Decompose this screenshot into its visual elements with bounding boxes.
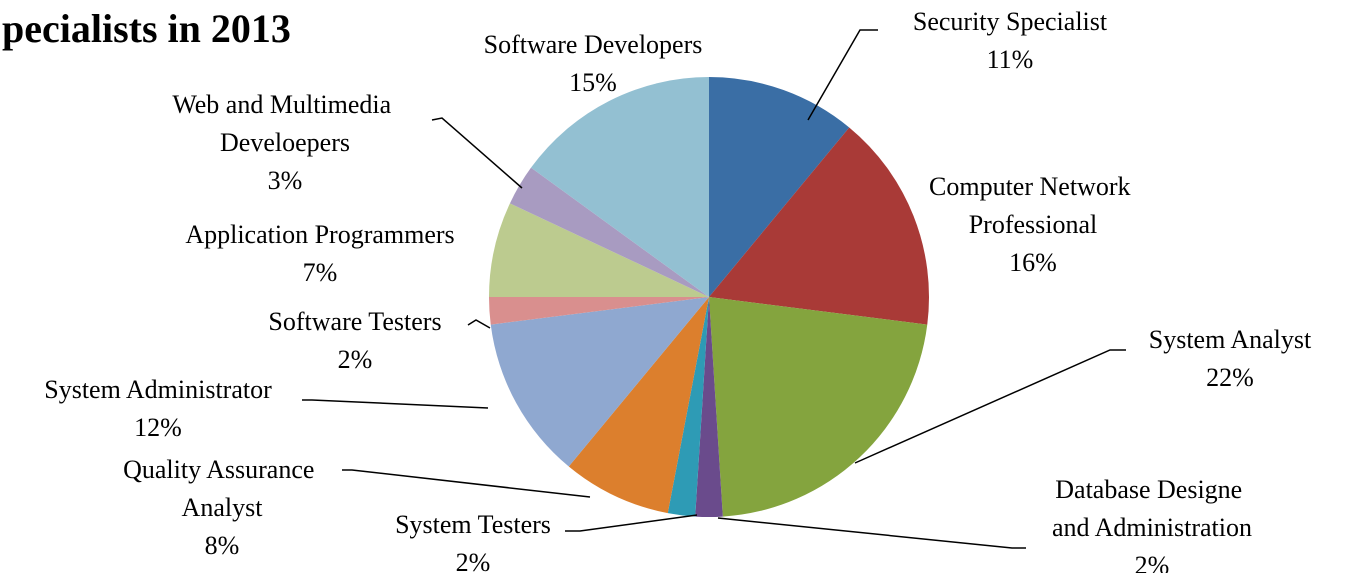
value-label: 22% [1206,363,1254,392]
label-line: Database Designe [1055,475,1248,504]
value-label: 2% [456,548,491,573]
leader-line [807,29,878,121]
value-label: 15% [569,68,617,97]
pie-slice [490,297,709,467]
label-line: Professional [969,210,1098,239]
pie-slice [709,297,928,517]
value-label: 16% [1009,248,1057,277]
label-line: System Analyst [1149,325,1312,354]
pie-slice [489,203,709,297]
value-label: 11% [987,45,1034,74]
leader-line [342,469,591,498]
label-line: Security Specialist [913,7,1108,36]
chart-title: pecialists in 2013 [2,6,291,51]
value-label: 3% [268,166,303,195]
pie-slice [695,297,723,517]
category-label: Web and Multimedia Develoepers [172,90,397,157]
value-label: 2% [1135,551,1170,573]
value-label: 12% [134,413,182,442]
value-label: 8% [205,531,240,560]
label-line: and Administration [1052,513,1252,542]
value-label: 7% [303,258,338,287]
category-label: System Administrator [44,375,272,404]
leader-line [467,319,491,329]
label-line: Develoepers [220,128,350,157]
category-label: Software Testers [268,307,441,336]
label-line: Web and Multimedia [172,90,397,119]
leader-line [854,349,1126,464]
category-label: System Analyst [1149,325,1312,354]
category-label: Security Specialist [913,7,1108,36]
pie-slice [709,127,929,325]
label-line: Analyst [182,493,264,522]
pie-slice [667,297,709,517]
leader-line [565,514,698,532]
leader-line [302,399,489,409]
label-line: Software Testers [268,307,441,336]
label-line: System Administrator [44,375,272,404]
category-label: Application Programmers [185,220,454,249]
category-label: Software Developers [484,30,703,59]
category-label: System Testers [395,510,551,539]
label-line: Application Programmers [185,220,454,249]
pie-slice [489,297,709,325]
leader-line [717,517,1026,549]
pie-slice [568,297,709,514]
label-line: System Testers [395,510,551,539]
category-label: Computer Network Professional [929,172,1137,239]
pie-slice [531,77,709,297]
pie-slice [509,167,709,297]
pie-slice [709,77,850,297]
category-label: Database Designe and Administration [1052,475,1252,542]
label-line: Computer Network [929,172,1137,201]
label-line: Software Developers [484,30,703,59]
label-line: Quality Assurance [123,455,321,484]
leader-line [431,117,523,189]
category-label: Quality Assurance Analyst [123,455,321,522]
value-label: 2% [338,345,373,374]
